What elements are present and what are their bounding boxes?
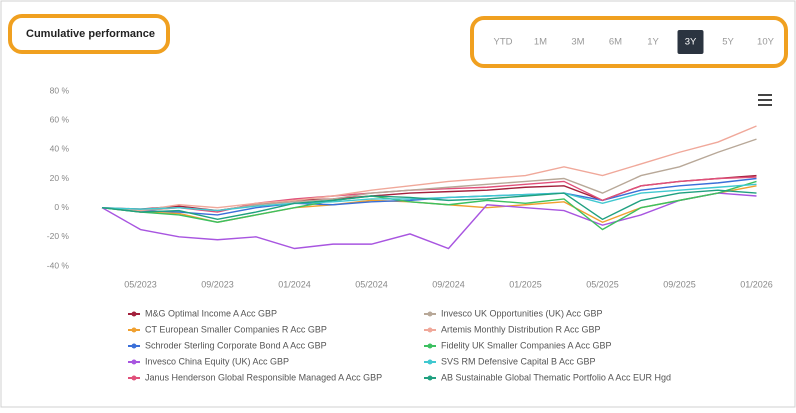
legend-label: Invesco UK Opportunities (UK) Acc GBP (441, 308, 603, 318)
series-line (101, 176, 757, 213)
series-line (101, 125, 757, 212)
x-tick-label: 01/2024 (278, 279, 311, 289)
y-tick-label: 0 % (54, 202, 69, 212)
button-label: 1Y (647, 37, 659, 48)
button-label: 3M (571, 37, 584, 48)
range-button[interactable]: YTD (494, 37, 513, 48)
x-tick-label: 05/2023 (124, 279, 157, 289)
series-line (101, 192, 757, 250)
menu-icon[interactable] (758, 94, 772, 106)
y-tick-label: 40 % (50, 144, 70, 154)
legend-dot (427, 359, 433, 365)
highlight (8, 14, 170, 54)
series-line (101, 180, 757, 231)
legend-dot (131, 311, 137, 317)
legend-label: SVS RM Defensive Capital B Acc GBP (441, 356, 596, 366)
legend-dot (131, 359, 137, 365)
legend-label: Fidelity UK Smaller Companies A Acc GBP (441, 340, 612, 350)
legend-label: Janus Henderson Global Responsible Manag… (145, 372, 382, 382)
range-button[interactable]: 3Y (677, 30, 704, 54)
legend-label: M&G Optimal Income A Acc GBP (145, 308, 277, 318)
series-line (101, 183, 757, 212)
button-label: 3Y (685, 37, 697, 48)
legend-label: Schroder Sterling Corporate Bond A Acc G… (145, 340, 327, 350)
button-label: 6M (609, 37, 622, 48)
range-button[interactable]: 10Y (757, 37, 775, 48)
legend-label: Invesco China Equity (UK) Acc GBP (145, 356, 289, 366)
button-bg (677, 30, 704, 54)
button-label: 1M (534, 37, 547, 48)
legend-label: CT European Smaller Companies R Acc GBP (145, 324, 327, 334)
y-tick-label: 80 % (50, 85, 70, 95)
x-tick-label: 05/2024 (355, 279, 388, 289)
series-line (101, 189, 757, 221)
legend-dot (131, 327, 137, 333)
legend-label: AB Sustainable Global Thematic Portfolio… (441, 372, 671, 382)
button-label: YTD (494, 37, 513, 48)
legend-label: Artemis Monthly Distribution R Acc GBP (441, 324, 601, 334)
button-label: 5Y (722, 37, 734, 48)
legend-dot (427, 375, 433, 381)
legend-dot (427, 343, 433, 349)
range-button[interactable]: 5Y (722, 37, 734, 48)
legend-dot (427, 311, 433, 317)
legend-dot (427, 327, 433, 333)
y-tick-label: -20 % (47, 231, 70, 241)
range-button[interactable]: 6M (609, 37, 622, 48)
range-button[interactable]: 3M (571, 37, 584, 48)
button-label: 10Y (757, 37, 775, 48)
legend-dot (131, 343, 137, 349)
y-tick-label: -40 % (47, 260, 70, 270)
range-button[interactable]: 1Y (647, 37, 659, 48)
y-tick-label: 20 % (50, 173, 70, 183)
x-tick-label: 09/2025 (663, 279, 696, 289)
x-tick-label: 09/2024 (432, 279, 465, 289)
x-tick-label: 01/2025 (509, 279, 542, 289)
x-tick-label: 09/2023 (201, 279, 234, 289)
highlight (470, 16, 788, 68)
y-tick-label: 60 % (50, 114, 70, 124)
range-button[interactable]: 1M (534, 37, 547, 48)
x-tick-label: 05/2025 (586, 279, 619, 289)
chart-title: Cumulative performance (26, 28, 155, 40)
x-tick-label: 01/2026 (740, 279, 773, 289)
legend-dot (131, 375, 137, 381)
